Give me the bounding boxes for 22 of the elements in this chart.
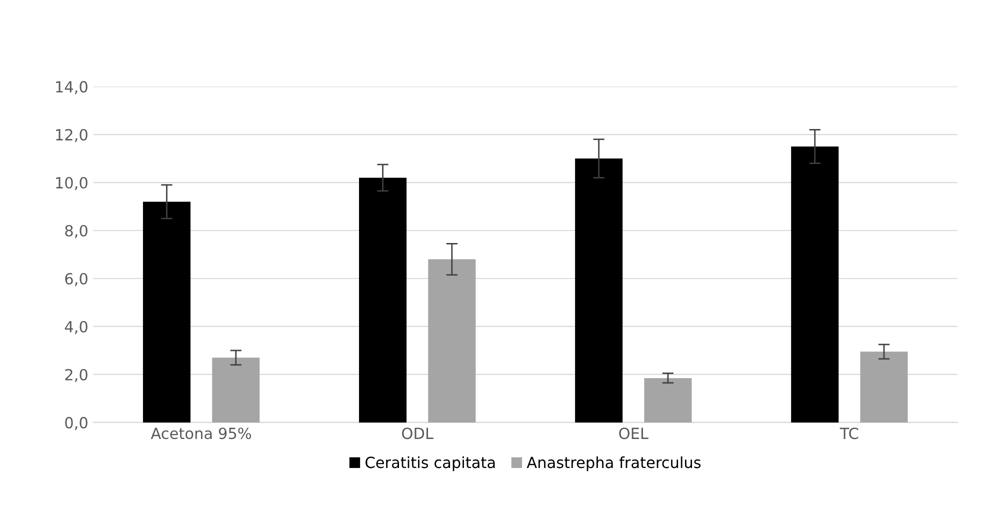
bar bbox=[142, 202, 191, 422]
y-tick-label: 6,0 bbox=[65, 272, 88, 286]
y-tick-label: 4,0 bbox=[64, 320, 88, 334]
bar bbox=[428, 259, 476, 422]
x-tick-label: Acetona 95% bbox=[150, 428, 252, 440]
x-tick-label: OEL bbox=[619, 428, 648, 440]
bar bbox=[644, 378, 692, 422]
bar bbox=[791, 146, 839, 422]
y-tick-label: 8,0 bbox=[65, 224, 88, 238]
y-tick-label: 14,0 bbox=[56, 80, 88, 94]
bar bbox=[212, 358, 260, 422]
bar bbox=[575, 158, 623, 422]
x-tick-label: ODL bbox=[402, 428, 434, 440]
y-tick-label: 2,0 bbox=[65, 368, 88, 382]
x-tick-label: TC bbox=[840, 428, 858, 440]
y-tick-label: 12,0 bbox=[56, 128, 88, 142]
y-tick-label: 0,0 bbox=[65, 416, 88, 430]
bar bbox=[860, 352, 908, 422]
legend-label: Ceratitis capitata bbox=[366, 456, 495, 472]
legend-label: Anastrepha fraterculus bbox=[526, 456, 701, 472]
y-tick-label: 10,0 bbox=[56, 176, 88, 190]
bar bbox=[359, 178, 407, 422]
